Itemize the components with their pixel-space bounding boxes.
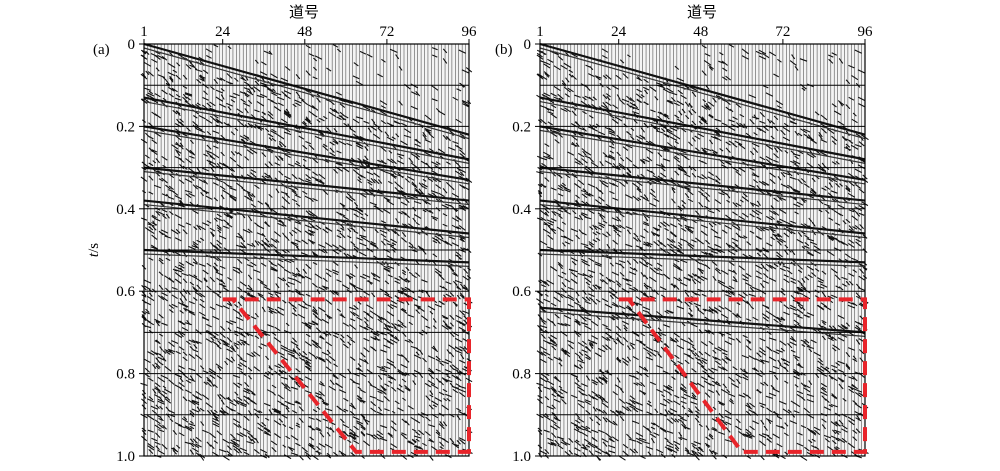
x-tick-label: 96 (858, 24, 874, 40)
x-tick-label: 72 (379, 24, 394, 40)
reflection-event (143, 248, 470, 264)
y-tick-label: 0.4 (512, 202, 531, 218)
panel-b: (b) 道号 1 24 48 72 96 0 0.2 0.4 0.6 0.8 1.0 (495, 4, 873, 465)
reflection-event (539, 42, 866, 136)
reflection-event (539, 100, 866, 164)
x-tick-label: 1 (140, 24, 148, 40)
x-tick-label: 1 (536, 24, 544, 40)
y-tick-label: 0.2 (512, 119, 531, 135)
wavelet-noise (536, 44, 869, 461)
y-tick-label: 0.8 (116, 367, 135, 383)
x-tick-label: 72 (775, 24, 790, 40)
reflection-event (539, 125, 866, 182)
reflection-event (143, 171, 470, 206)
x-tick-label: 24 (611, 24, 627, 40)
reflection-event (143, 203, 470, 239)
reflection-event (539, 199, 866, 235)
reflection-event (143, 100, 470, 164)
y-tick-label: 0 (524, 37, 532, 53)
plot-frame (539, 43, 866, 457)
y-tick-label: 0 (128, 37, 136, 53)
highlight-region (618, 297, 867, 454)
panel-b-x-axis-title: 道号 (687, 4, 717, 21)
reflection-event (539, 203, 866, 239)
reflection-event (143, 253, 470, 267)
y-tick-label: 0.2 (116, 119, 135, 135)
panel-b-label: (b) (495, 42, 513, 58)
panel-a-y-axis-title: t/s (86, 243, 102, 257)
y-tick-label: 0.4 (116, 202, 135, 218)
reflection-event (539, 248, 866, 264)
panel-a-label: (a) (93, 42, 110, 58)
x-tick-label: 48 (693, 24, 708, 40)
reflection-event (539, 306, 866, 334)
reflection-event (539, 129, 866, 185)
plot-frame (143, 43, 470, 457)
y-tick-label: 1.0 (512, 449, 531, 465)
panel-a-x-axis-title: 道号 (289, 4, 319, 21)
reflection-event (539, 166, 866, 202)
reflection-event (539, 47, 866, 140)
highlight-region (222, 297, 471, 454)
panel-a: (a) 道号 t/s 1 24 48 72 96 0 0.2 0.4 0.6 0.8 1.0 (86, 4, 477, 465)
y-tick-label: 1.0 (116, 449, 135, 465)
x-tick-label: 48 (297, 24, 312, 40)
reflection-event (143, 166, 470, 202)
reflection-event (539, 171, 866, 206)
reflection-event (143, 42, 470, 136)
y-tick-label: 0.6 (512, 284, 531, 300)
x-tick-label: 96 (462, 24, 478, 40)
y-tick-label: 0.6 (116, 284, 135, 300)
reflection-event (143, 129, 470, 185)
y-tick-label: 0.8 (512, 367, 531, 383)
reflection-event (143, 199, 470, 235)
reflection-event (143, 47, 470, 140)
reflection-event (143, 96, 470, 161)
reflection-event (143, 125, 470, 182)
x-tick-label: 24 (215, 24, 231, 40)
reflection-event (539, 253, 866, 267)
reflection-event (539, 96, 866, 161)
